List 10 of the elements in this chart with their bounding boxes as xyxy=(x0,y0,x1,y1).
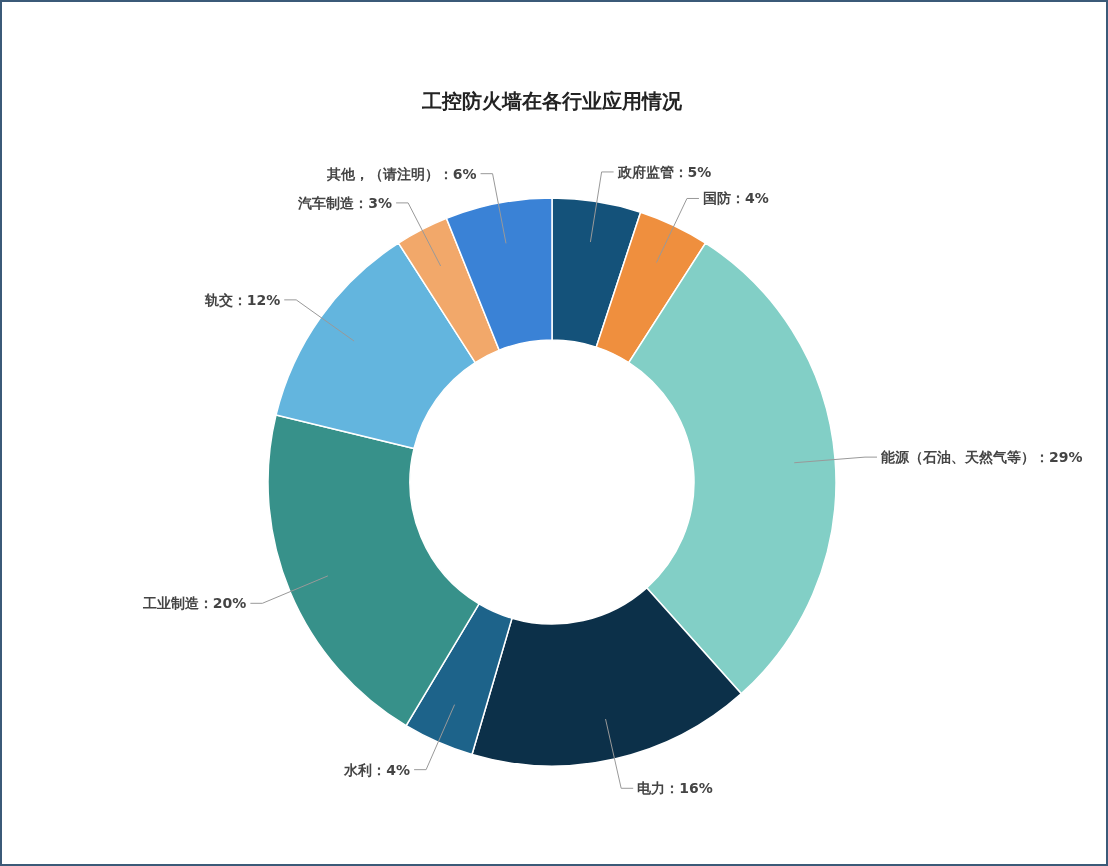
slice-label: 政府监管：5% xyxy=(616,163,712,180)
slice-label: 工业制造：20% xyxy=(141,595,247,612)
slice-label: 轨交：12% xyxy=(203,291,281,308)
slice-label: 国防：4% xyxy=(702,190,769,207)
slice-label: 汽车制造：3% xyxy=(297,194,393,211)
slice-label: 能源（石油、天然气等）：29% xyxy=(881,449,1083,466)
slice-label: 其他，（请注明）：6% xyxy=(325,165,477,182)
chart-title: 工控防火墙在各行业应用情况 xyxy=(421,89,683,113)
slice-label: 水利：4% xyxy=(343,761,411,778)
slice-label: 电力：16% xyxy=(637,780,713,797)
